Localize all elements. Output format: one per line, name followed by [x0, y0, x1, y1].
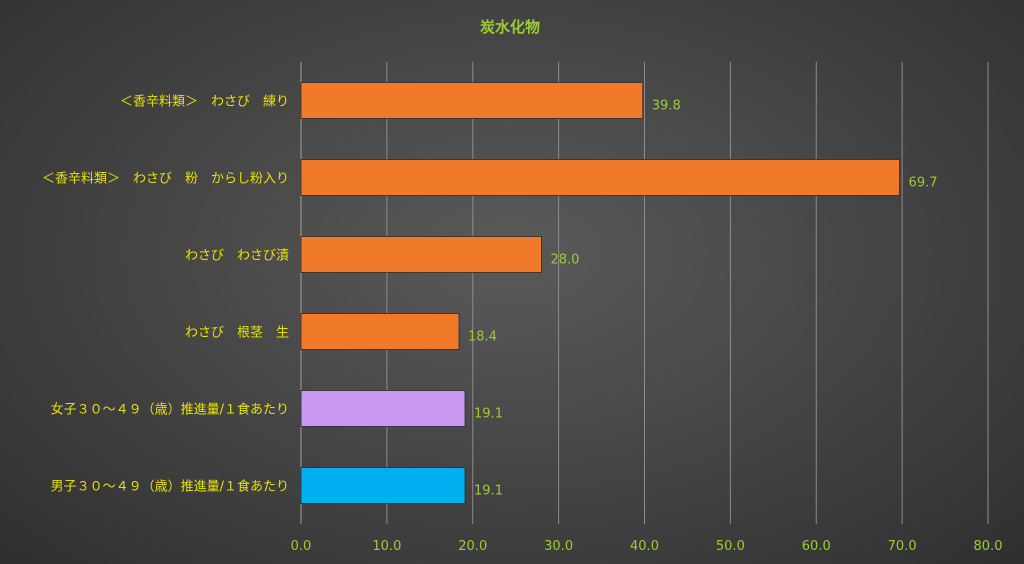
category-label: 男子３０～４９（歳）推進量/１食あたり [51, 479, 289, 495]
x-tick-label: 80.0 [974, 539, 1003, 554]
x-tick-label: 10.0 [372, 539, 401, 554]
bar [300, 313, 460, 350]
grid-lines [300, 62, 989, 524]
bar [300, 159, 900, 196]
x-tick-label: 20.0 [458, 539, 487, 554]
category-label: ＜香辛料類＞ わさび 練り [120, 95, 289, 110]
x-axis-ticks: 0.0 10.0 20.0 30.0 40.0 50.0 60.0 70.0 80.0 [291, 539, 1003, 554]
x-tick-label: 70.0 [888, 539, 917, 554]
x-tick-label: 50.0 [716, 539, 745, 554]
bar [300, 82, 644, 119]
bar [300, 467, 466, 504]
data-label: 19.1 [474, 484, 503, 499]
x-tick-label: 40.0 [630, 539, 659, 554]
data-label: 69.7 [909, 176, 938, 191]
category-label: 女子３０～４９（歳）推進量/１食あたり [51, 402, 289, 418]
x-tick-label: 0.0 [291, 539, 312, 554]
category-label: わさび わさび漬 [185, 249, 289, 264]
bars [300, 82, 900, 504]
category-label: わさび 根茎 生 [185, 326, 289, 341]
data-label: 18.4 [468, 330, 497, 345]
data-label: 28.0 [550, 253, 579, 268]
data-labels: 39.8 69.7 28.0 18.4 19.1 19.1 [468, 99, 937, 499]
bar [300, 236, 542, 273]
chart-title: 炭水化物 [480, 18, 540, 36]
category-label: ＜香辛料類＞ わさび 粉 からし粉入り [42, 172, 289, 187]
data-label: 39.8 [652, 99, 681, 114]
x-tick-label: 30.0 [544, 539, 573, 554]
data-label: 19.1 [474, 407, 503, 422]
bar [300, 390, 466, 427]
x-tick-label: 60.0 [802, 539, 831, 554]
